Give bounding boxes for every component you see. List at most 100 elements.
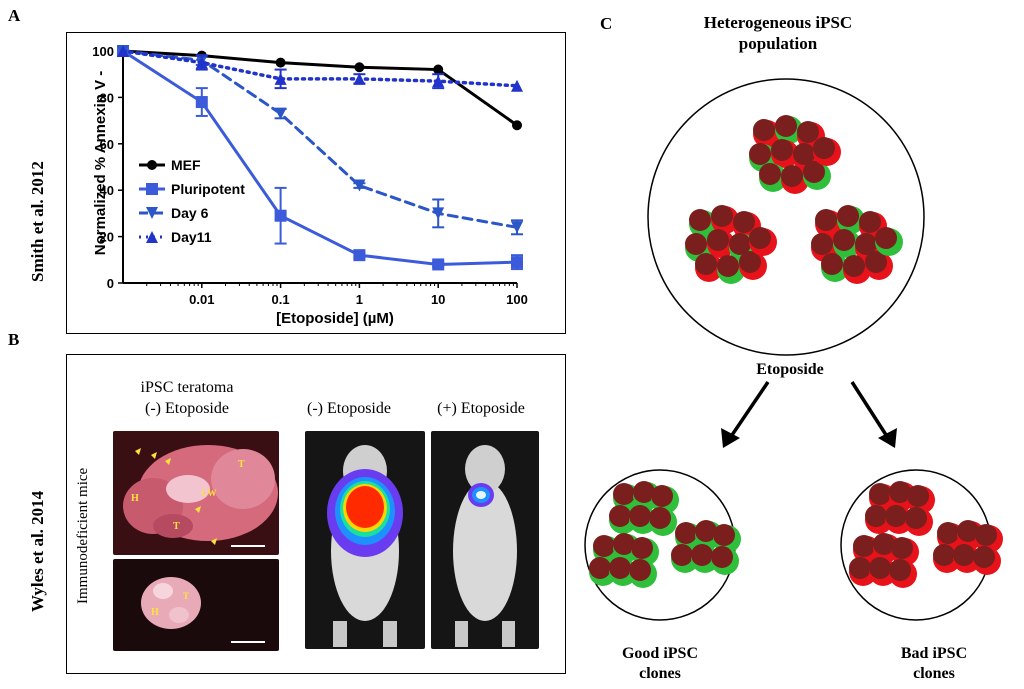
series-line (121, 49, 519, 266)
red-cell (907, 485, 935, 514)
red-cell (843, 255, 871, 284)
x-axis-label: [Etoposide] (µM) (276, 310, 394, 327)
x-tick-label: 0.1 (272, 292, 290, 307)
red-cell (781, 165, 809, 194)
red-cell (707, 229, 735, 258)
arrow-to-bad (850, 381, 890, 439)
green-cell (711, 546, 739, 575)
dose-response-chart: 0 20 40 60 80 100 0.01 0.1 1 10 100 MEF Pluripotent… (92, 44, 528, 327)
heterogeneous-population-circle (647, 78, 925, 356)
data-point (146, 207, 158, 219)
green-cell (821, 253, 849, 282)
legend-entry: Pluripotent (139, 181, 245, 197)
y-tick-label: 20 (100, 230, 114, 245)
bad-clones-line-1: Bad iPSC (900, 645, 968, 662)
series-day11 (117, 45, 523, 92)
arrow-head-good (721, 428, 740, 448)
red-cell (891, 537, 919, 566)
data-point (353, 249, 366, 262)
legend-entry: MEF (139, 157, 201, 173)
treated-mouse-title: (+) Etoposide (437, 400, 525, 417)
data-point (274, 72, 287, 85)
green-cell (803, 161, 831, 190)
panel-b-side-label: Wyles et al. 2014 (28, 490, 47, 612)
panel-a-letter: A (8, 6, 21, 25)
population-title-line-2: population (738, 34, 818, 53)
teratoma-title-line-2: (-) Etoposide (145, 400, 229, 417)
data-point (432, 207, 445, 220)
photo-label-t2: T (173, 521, 180, 532)
x-tick-label: 1 (356, 292, 363, 307)
data-point (354, 62, 365, 73)
photo-label-cw: CW (201, 488, 217, 498)
legend-entry: Day11 (139, 229, 212, 245)
series-line (121, 49, 519, 229)
arrow-to-good (728, 381, 770, 439)
good-clones-line-2: clones (639, 665, 681, 682)
data-point (147, 160, 157, 170)
scale-bar-small (231, 641, 265, 643)
photo-label-h2: H (151, 607, 159, 618)
green-cell (775, 115, 803, 144)
panel-c-letter: C (600, 14, 613, 33)
data-point (195, 96, 208, 109)
red-cell (771, 139, 799, 168)
green-cell (717, 255, 745, 284)
red-cell (753, 119, 781, 148)
panel-b-frame: iPSC teratoma (-) Etoposide (-) Etoposid… (66, 354, 566, 674)
x-tick-label: 0.01 (189, 292, 214, 307)
population-title: Heterogeneous iPSC population (690, 12, 866, 54)
control-mouse-photo (305, 431, 425, 649)
red-cell (905, 507, 933, 536)
y-tick-label: 100 (92, 44, 114, 59)
data-point (511, 221, 523, 234)
red-cell (889, 559, 917, 588)
panel-a-chart-frame: 0 20 40 60 80 100 0.01 0.1 1 10 100 MEF Pluripotent… (66, 32, 566, 334)
y-axis-label: Normalized % Annexin V - (92, 71, 109, 255)
red-cell (813, 137, 841, 166)
y-tick-label: 40 (100, 183, 114, 198)
green-cell (713, 524, 741, 553)
control-mouse-title: (-) Etoposide (307, 400, 391, 417)
teratoma-title: iPSC teratoma (-) Etoposide (97, 377, 277, 419)
red-cell (973, 546, 1001, 575)
panel-a-side-label: Smith et al. 2012 (28, 161, 47, 282)
red-cell (711, 205, 739, 234)
good-clones-line-1: Good iPSC (621, 645, 698, 662)
teratoma-title-line-1: iPSC teratoma (140, 379, 234, 396)
data-point (511, 256, 523, 269)
scale-bar (231, 545, 265, 547)
population-title-line-1: Heterogeneous iPSC (703, 13, 853, 32)
y-tick-label: 0 (107, 276, 114, 291)
panel-b-letter: B (8, 330, 20, 349)
data-point (512, 120, 522, 131)
bad-clones-line-2: clones (913, 665, 955, 682)
legend-label: MEF (171, 157, 201, 173)
photo-label-t1: T (238, 459, 245, 470)
cells-layer (589, 115, 1003, 588)
control-mouse-image (327, 445, 403, 647)
red-cell (815, 209, 843, 238)
data-point (274, 107, 287, 120)
red-cell (739, 251, 767, 280)
data-point (275, 57, 286, 68)
bad-clones-label: Bad iPSC clones (864, 644, 1004, 684)
data-point (353, 179, 366, 192)
y-tick-label: 60 (100, 137, 114, 152)
green-cell (837, 205, 865, 234)
good-clones-label: Good iPSC clones (590, 644, 730, 684)
red-cell (865, 251, 893, 280)
etoposide-label: Etoposide (756, 361, 824, 378)
green-cell (759, 163, 787, 192)
data-point (146, 183, 158, 195)
clone-selection-diagram (584, 78, 1003, 621)
data-point (432, 258, 445, 271)
treated-mouse-image (453, 445, 517, 647)
legend-label: Day11 (171, 229, 212, 245)
data-point (274, 209, 287, 222)
green-cell (629, 559, 657, 588)
immunodeficient-mice-label: Immunodeficient mice (75, 467, 91, 605)
treated-mouse-photo (431, 431, 539, 649)
data-point (353, 72, 366, 85)
green-cell (651, 485, 679, 514)
